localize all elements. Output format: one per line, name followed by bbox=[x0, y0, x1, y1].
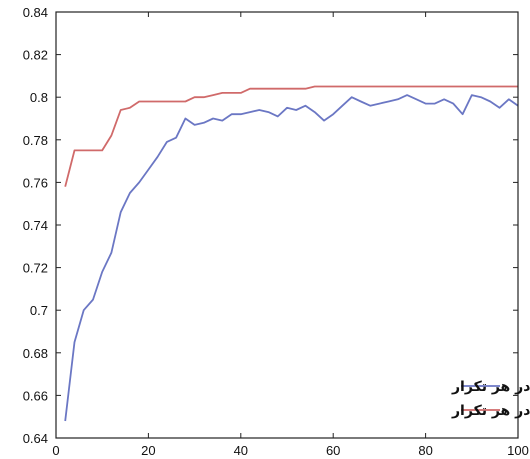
y-tick-label: 0.8 bbox=[30, 90, 48, 105]
x-tick-label: 80 bbox=[418, 443, 432, 458]
y-tick-label: 0.66 bbox=[23, 388, 48, 403]
x-tick-label: 40 bbox=[234, 443, 248, 458]
y-tick-label: 0.7 bbox=[30, 303, 48, 318]
x-tick-label: 100 bbox=[507, 443, 529, 458]
series-line-mean-kappa bbox=[64, 94, 519, 422]
x-tick-label: 60 bbox=[326, 443, 340, 458]
x-tick-label: 20 bbox=[141, 443, 155, 458]
y-tick-label: 0.76 bbox=[23, 175, 48, 190]
legend: میانگین کاپا در هر تکرار ماکزیمم کاپا در… bbox=[451, 378, 530, 419]
series-line-max-kappa bbox=[64, 85, 518, 187]
plot-frame bbox=[55, 11, 519, 439]
legend-entry-mean-kappa: میانگین کاپا در هر تکرار bbox=[451, 378, 530, 395]
series-layer bbox=[64, 85, 519, 422]
y-tick-label: 0.72 bbox=[23, 261, 48, 276]
legend-label-mean-kappa: میانگین کاپا در هر تکرار bbox=[451, 378, 530, 395]
y-tick-label: 0.74 bbox=[23, 218, 48, 233]
y-tick-label: 0.78 bbox=[23, 133, 48, 148]
y-axis-ticks: 0.64 0.66 0.68 0.7 0.72 0.74 0.76 0.78 0.8 0.82 0.… bbox=[23, 5, 518, 446]
legend-entry-max-kappa: ماکزیمم کاپا در هر تکرار bbox=[451, 403, 530, 419]
x-tick-label: 0 bbox=[52, 443, 59, 458]
y-tick-label: 0.64 bbox=[23, 431, 48, 446]
y-tick-label: 0.68 bbox=[23, 346, 48, 361]
legend-label-max-kappa: ماکزیمم کاپا در هر تکرار bbox=[451, 403, 530, 419]
y-tick-label: 0.84 bbox=[23, 5, 48, 20]
y-tick-label: 0.82 bbox=[23, 48, 48, 63]
